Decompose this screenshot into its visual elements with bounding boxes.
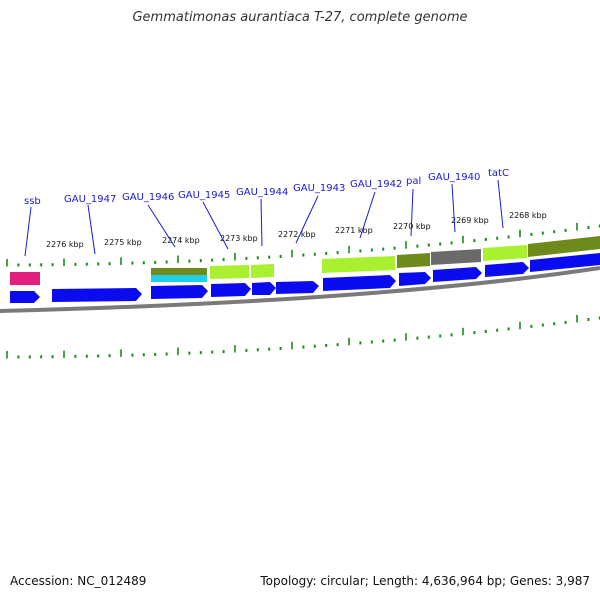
kbp-label: 2273 kbp	[220, 234, 258, 243]
kbp-label: 2275 kbp	[104, 238, 142, 247]
cds-arrow	[10, 291, 40, 303]
gene-labels: ssb GAU_1947 GAU_1946 GAU_1945 GAU_1944 …	[24, 168, 509, 207]
feature-block-lime	[322, 256, 395, 273]
leader-line	[24, 206, 32, 257]
cds-arrow	[399, 272, 431, 286]
leader-line	[451, 183, 456, 233]
kbp-label: 2274 kbp	[162, 236, 200, 245]
kbp-label: 2276 kbp	[46, 240, 84, 249]
genome-summary-text: Topology: circular; Length: 4,636,964 bp…	[260, 574, 590, 588]
gene-label-tatc: tatC	[488, 168, 509, 179]
feature-block-olive	[397, 253, 430, 268]
cds-arrow	[276, 281, 319, 294]
map-title: Gemmatimonas aurantiaca T-27, complete g…	[132, 10, 468, 25]
feature-block-olive	[528, 236, 600, 257]
kbp-label: 2272 kbp	[278, 230, 316, 239]
gene-label-pal: pal	[406, 176, 421, 187]
feature-block-lime	[483, 245, 527, 261]
gene-label-gau-1944: GAU_1944	[236, 187, 288, 198]
feature-block-olive	[151, 268, 207, 275]
leader-line	[410, 188, 414, 237]
leader-line	[87, 204, 96, 255]
feature-block-lime	[251, 264, 274, 278]
tick-row-lower	[6, 314, 600, 359]
cds-arrow	[530, 253, 600, 272]
gene-label-gau-1943: GAU_1943	[293, 183, 345, 194]
leader-line	[497, 179, 504, 229]
feature-block-gray	[431, 249, 481, 265]
feature-block-magenta	[10, 272, 40, 285]
cds-arrow	[323, 275, 396, 291]
leader-line	[147, 204, 176, 248]
cds-track-blue	[10, 253, 600, 303]
kbp-label: 2268 kbp	[509, 211, 547, 220]
cds-arrow	[433, 267, 482, 282]
kbp-labels: 2276 kbp 2275 kbp 2274 kbp 2273 kbp 2272…	[46, 211, 547, 249]
genome-backbone	[0, 266, 600, 313]
feature-track-upper	[10, 236, 600, 285]
leader-line	[260, 198, 263, 247]
tick-row-upper	[6, 222, 600, 267]
cds-arrow	[485, 262, 529, 277]
gene-label-gau-1946: GAU_1946	[122, 192, 174, 203]
cds-arrow	[151, 285, 208, 299]
gene-label-ssb: ssb	[24, 196, 41, 207]
gene-label-gau-1942: GAU_1942	[350, 179, 402, 190]
leader-line	[202, 201, 229, 250]
accession-text: Accession: NC_012489	[10, 574, 147, 588]
gene-label-gau-1945: GAU_1945	[178, 190, 230, 201]
leader-line	[359, 191, 376, 239]
kbp-label: 2269 kbp	[451, 216, 489, 225]
gene-label-gau-1947: GAU_1947	[64, 194, 116, 205]
feature-block-cyan	[151, 275, 207, 282]
cds-arrow	[252, 282, 276, 295]
cds-arrow	[52, 288, 142, 302]
kbp-label: 2271 kbp	[335, 226, 373, 235]
leader-line	[295, 195, 319, 244]
cds-arrow	[211, 283, 251, 297]
label-leaders	[24, 179, 504, 257]
gene-label-gau-1940: GAU_1940	[428, 172, 480, 183]
feature-block-lime	[210, 265, 249, 279]
